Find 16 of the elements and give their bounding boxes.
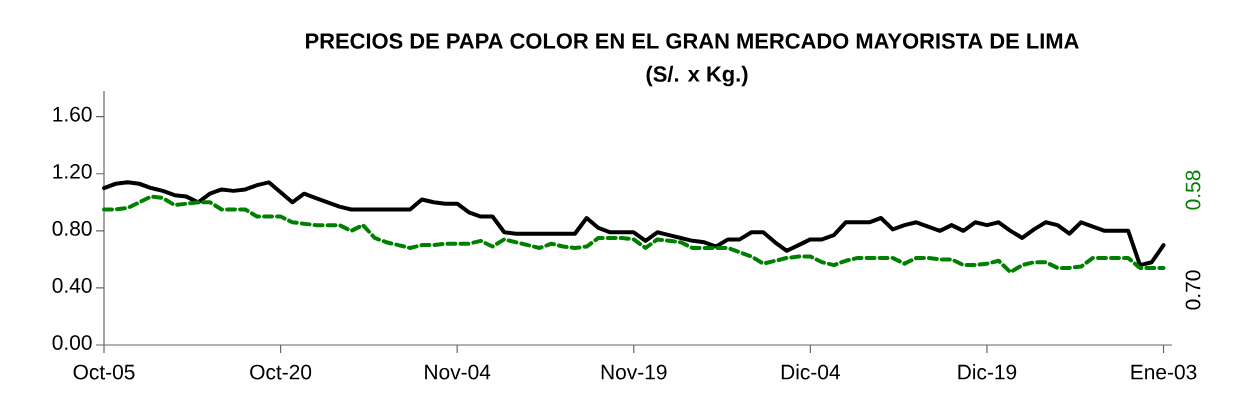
chart-title: PRECIOS DE PAPA COLOR EN EL GRAN MERCADO MAYORISTA DE LIMA: [306, 33, 1079, 49]
text: 0.58: [1185, 170, 1201, 210]
y-tick-label: 0.00: [52, 335, 92, 350]
x-tick-label: Nov-19: [601, 364, 667, 380]
y-tick-label: 0.40: [52, 278, 92, 293]
x-tick-label: Ene-03: [1131, 364, 1197, 380]
x-tick-label: Oct-20: [250, 364, 312, 380]
x-tick-label: Dic-19: [958, 364, 1017, 380]
y-tick-label: 1.20: [53, 163, 92, 179]
y-tick-label: 1.60: [53, 106, 92, 122]
text: 0.70: [1185, 270, 1201, 310]
y-tick-label: 0.80: [52, 221, 92, 236]
chart-subtitle: (S/. x Kg.): [646, 65, 748, 87]
x-tick-label: Dic-04: [781, 364, 840, 380]
x-tick-label: Nov-04: [425, 364, 491, 380]
x-tick-label: Oct-05: [73, 364, 135, 380]
